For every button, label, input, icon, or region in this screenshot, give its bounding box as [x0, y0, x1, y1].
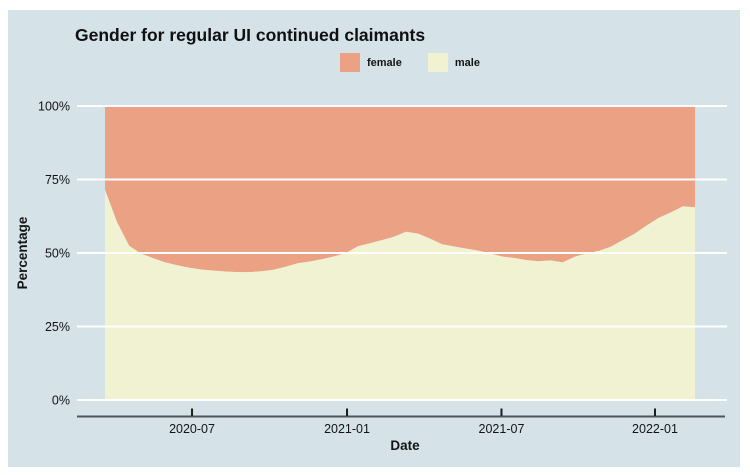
x-tick-label: 2021-07	[479, 422, 525, 436]
legend-item-male: male	[427, 53, 480, 72]
male-swatch	[427, 53, 448, 72]
legend-item-female: female	[340, 53, 402, 72]
y-tick-label: 100%	[38, 100, 70, 114]
y-tick-label: 50%	[45, 247, 70, 261]
y-axis-title: Percentage	[15, 216, 30, 289]
female-swatch	[340, 53, 360, 72]
x-tick-label: 2021-01	[324, 422, 370, 436]
x-axis-title: Date	[390, 438, 420, 453]
x-tick-label: 2022-01	[632, 422, 678, 436]
y-tick-label: 75%	[45, 173, 70, 187]
male-area	[105, 189, 695, 400]
chart-title: Gender for regular UI continued claimant…	[75, 25, 426, 45]
legend-label-male: male	[454, 56, 480, 69]
y-tick-label: 0%	[52, 394, 70, 408]
female-area	[105, 106, 695, 273]
y-tick-label: 25%	[45, 320, 70, 334]
legend-label-female: female	[367, 56, 402, 69]
legend: female male	[340, 53, 480, 72]
x-tick-label: 2020-07	[169, 422, 215, 436]
